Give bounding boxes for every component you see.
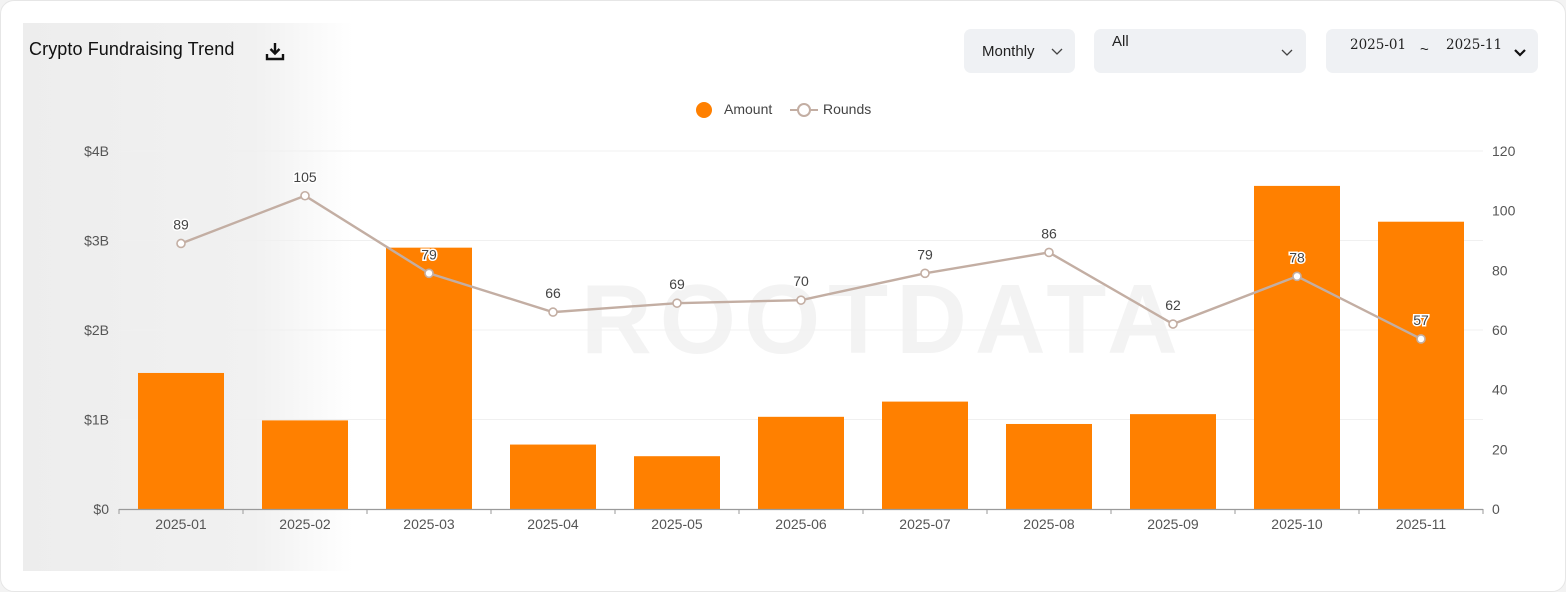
rounds-data-label: 62	[1165, 297, 1181, 313]
y-right-tick-label: 0	[1492, 501, 1500, 517]
rounds-line	[180, 194, 1422, 341]
y-left-tick-label: $4B	[84, 143, 109, 159]
chevron-down-icon	[1514, 49, 1526, 57]
y-right-tick-label: 60	[1492, 322, 1508, 338]
y-left-tick-label: $3B	[84, 233, 109, 249]
rounds-data-label: 57	[1413, 312, 1429, 328]
bar-amount[interactable]	[1378, 221, 1464, 509]
rounds-data-label: 66	[545, 285, 561, 301]
chart-title: Crypto Fundraising Trend	[29, 39, 235, 59]
bar-amount[interactable]	[1254, 185, 1340, 509]
rounds-data-label: 69	[669, 276, 685, 292]
rounds-point[interactable]	[300, 190, 310, 201]
bar-amount[interactable]	[138, 372, 224, 509]
range-start[interactable]: 2025-01	[1350, 37, 1407, 53]
bar-amount[interactable]	[386, 247, 472, 509]
bar-amount[interactable]	[882, 401, 968, 509]
x-tick-label: 2025-02	[279, 516, 331, 532]
legend-amount-swatch	[696, 102, 712, 118]
download-icon[interactable]	[264, 40, 286, 62]
x-tick-label: 2025-10	[1271, 516, 1323, 532]
y-right-tick-label: 40	[1492, 382, 1508, 398]
bar-amount[interactable]	[1130, 414, 1216, 509]
rounds-point[interactable]	[424, 268, 434, 279]
rounds-point[interactable]	[1416, 334, 1426, 344]
rounds-point[interactable]	[920, 268, 930, 279]
range-separator: ~	[1420, 41, 1429, 58]
bar-amount[interactable]	[510, 444, 596, 509]
y-right-tick-label: 80	[1492, 262, 1508, 278]
rounds-data-label: 70	[793, 273, 809, 289]
rounds-data-label: 89	[173, 216, 189, 232]
rounds-data-label: 79	[421, 246, 437, 262]
legend-amount-label: Amount	[724, 101, 773, 117]
period-select-value: Monthly	[982, 43, 1035, 60]
rounds-data-label: 79	[917, 246, 933, 262]
bar-amount[interactable]	[634, 456, 720, 509]
legend-rounds-label: Rounds	[823, 101, 872, 117]
bar-amount[interactable]	[262, 420, 348, 509]
x-tick-label: 2025-04	[527, 516, 579, 532]
rounds-data-label: 78	[1289, 249, 1305, 265]
x-tick-label: 2025-08	[1023, 516, 1075, 532]
period-select[interactable]: Monthly	[964, 29, 1075, 73]
y-left-tick-label: $0	[93, 501, 109, 517]
category-select[interactable]: All	[1094, 29, 1306, 73]
rounds-data-label: 86	[1041, 225, 1057, 241]
bar-amount[interactable]	[758, 416, 844, 509]
x-tick-label: 2025-05	[651, 516, 703, 532]
rounds-point[interactable]	[176, 238, 186, 249]
date-range-picker[interactable]: 2025-01 ~ 2025-11	[1326, 29, 1538, 73]
chevron-down-icon	[1051, 48, 1063, 55]
x-tick-label: 2025-09	[1147, 516, 1199, 532]
rounds-point[interactable]	[1168, 319, 1178, 329]
chevron-down-icon	[1281, 49, 1293, 56]
bar-amount[interactable]	[1006, 423, 1092, 509]
rounds-data-label: 105	[293, 169, 317, 185]
range-end[interactable]: 2025-11	[1446, 37, 1503, 53]
y-right-tick-label: 20	[1492, 441, 1508, 457]
rounds-point[interactable]	[672, 298, 682, 308]
x-tick-label: 2025-01	[155, 516, 207, 532]
rounds-point[interactable]	[548, 307, 558, 317]
category-select-value: All	[1112, 33, 1129, 50]
rounds-point[interactable]	[1292, 271, 1302, 282]
y-left-tick-label: $2B	[84, 322, 109, 338]
x-tick-label: 2025-07	[899, 516, 951, 532]
x-tick-label: 2025-06	[775, 516, 827, 532]
y-left-tick-label: $1B	[84, 412, 109, 428]
x-tick-label: 2025-03	[403, 516, 455, 532]
x-tick-label: 2025-11	[1396, 516, 1447, 532]
y-right-tick-label: 100	[1492, 203, 1516, 219]
legend-rounds-swatch	[790, 103, 818, 117]
rounds-point[interactable]	[1044, 247, 1054, 258]
rounds-point[interactable]	[796, 295, 806, 305]
y-right-tick-label: 120	[1492, 143, 1516, 159]
